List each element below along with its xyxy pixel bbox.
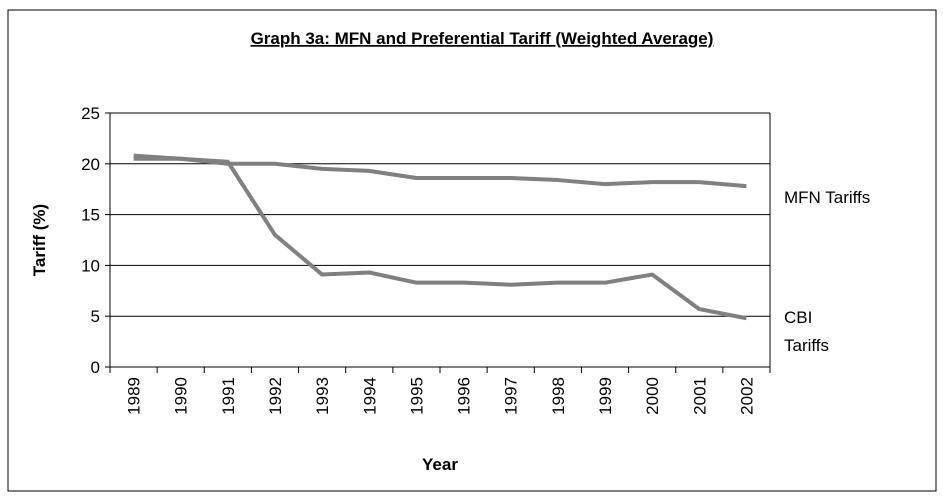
chart-title: Graph 3a: MFN and Preferential Tariff (W… <box>251 29 714 48</box>
x-tick-label: 1997 <box>502 377 521 415</box>
series-line <box>133 153 747 321</box>
frame <box>7 9 937 492</box>
series-label: MFN Tariffs <box>784 188 871 208</box>
x-tick-label: 1996 <box>455 377 474 415</box>
x-tick-label: 1998 <box>549 377 568 415</box>
x-tick-label: 1994 <box>360 377 379 415</box>
x-tick-label: 2000 <box>643 377 662 415</box>
x-axis-label: Year <box>422 455 458 474</box>
y-tick-label: 0 <box>91 358 100 377</box>
y-tick-label: 15 <box>81 206 100 225</box>
x-tick-label: 2002 <box>737 377 756 415</box>
x-tick-label: 2001 <box>690 377 709 415</box>
x-tick-label: 1989 <box>125 377 144 415</box>
x-tick-label: 1999 <box>596 377 615 415</box>
x-tick-label: 1992 <box>266 377 285 415</box>
y-axis-label: Tariff (%) <box>30 204 49 276</box>
x-tick-label: 1990 <box>172 377 191 415</box>
y-tick-label: 20 <box>81 155 100 174</box>
y-tick-label: 5 <box>91 307 100 326</box>
series-label: CBI Tariffs <box>784 308 830 356</box>
y-tick-label: 10 <box>81 256 100 275</box>
series-line <box>133 156 747 189</box>
x-tick-label: 1991 <box>219 377 238 415</box>
x-tick-label: 1995 <box>407 377 426 415</box>
x-tick-label: 1993 <box>313 377 332 415</box>
y-tick-label: 25 <box>81 104 100 123</box>
